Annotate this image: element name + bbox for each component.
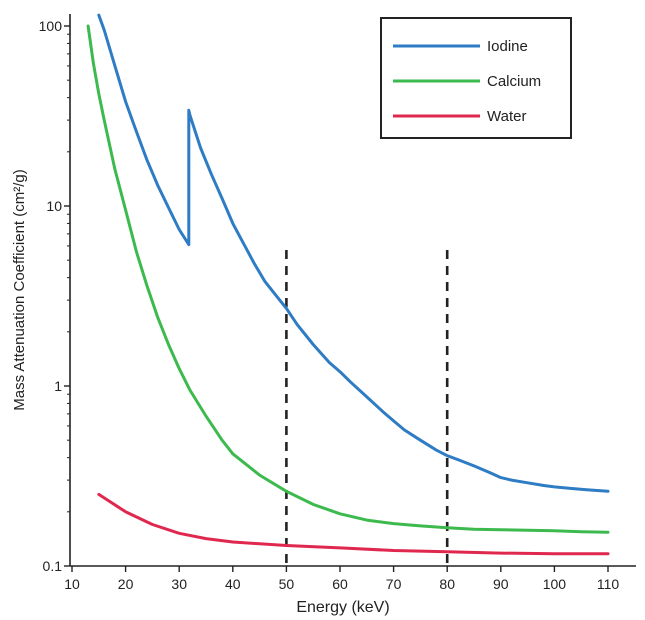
x-tick-label: 10: [64, 576, 80, 592]
y-tick-label: 100: [39, 18, 63, 34]
axes: [69, 14, 636, 567]
y-tick-label: 1: [54, 378, 62, 394]
y-tick-label: 10: [46, 198, 62, 214]
y-axis-label: Mass Attenuation Coefficient (cm²/g): [11, 169, 28, 411]
legend-label-iodine: Iodine: [487, 38, 528, 55]
series-line-calcium: [86, 24, 610, 534]
x-tick-label: 50: [279, 576, 295, 592]
x-axis-label: Energy (keV): [296, 599, 389, 616]
x-tick-label: 20: [118, 576, 134, 592]
x-tick-label: 80: [439, 576, 455, 592]
legend-box: [380, 17, 572, 139]
series-line-iodine: [97, 13, 610, 493]
x-tick-label: 90: [493, 576, 509, 592]
x-tick-label: 110: [597, 576, 620, 592]
legend: Iodine Calcium Water: [380, 17, 572, 139]
x-tick-label: 70: [386, 576, 402, 592]
x-tick-label: 40: [225, 576, 241, 592]
legend-label-water: Water: [487, 108, 526, 125]
y-tick-label: 0.1: [43, 558, 63, 574]
x-tick-label: 100: [543, 576, 567, 592]
x-tick-label: 60: [332, 576, 348, 592]
reference-lines: [285, 250, 449, 566]
legend-label-calcium: Calcium: [487, 73, 541, 90]
series-lines: [86, 13, 610, 556]
series-line-water: [97, 492, 610, 556]
x-tick-label: 30: [171, 576, 187, 592]
